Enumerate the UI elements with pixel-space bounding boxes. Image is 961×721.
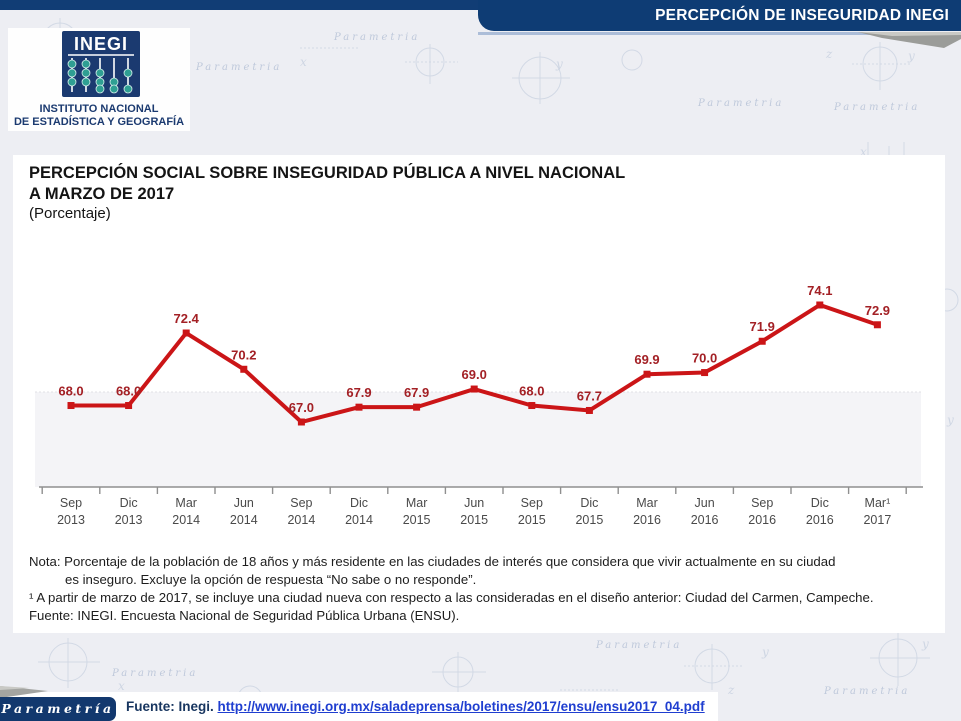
footer-source-line: Fuente: Inegi. http://www.inegi.org.mx/s… (126, 699, 705, 714)
svg-text:y: y (907, 49, 915, 63)
banner-ribbon-fold (858, 32, 961, 48)
svg-text:68.0: 68.0 (58, 384, 83, 399)
svg-text:2015: 2015 (575, 513, 603, 527)
svg-text:Dic: Dic (120, 496, 138, 510)
abacus-beads (67, 59, 133, 94)
svg-text:Sep: Sep (521, 496, 543, 510)
svg-text:72.4: 72.4 (174, 311, 200, 326)
insecurity-line-chart: 68.0 Sep 2013 68.0 Dic 2013 72.4 Mar 2014 70.2 Jun… (35, 283, 923, 527)
svg-text:z: z (727, 683, 735, 697)
svg-text:2016: 2016 (806, 513, 834, 527)
chart-title-line2: A MARZO DE 2017 (29, 184, 175, 203)
inegi-name-line1: INSTITUTO NACIONAL (40, 103, 159, 115)
svg-text:y: y (555, 57, 563, 71)
svg-text:z: z (825, 47, 833, 61)
svg-text:68.0: 68.0 (519, 384, 544, 399)
svg-text:2016: 2016 (691, 513, 719, 527)
svg-text:Sep: Sep (290, 496, 312, 510)
svg-text:Dic: Dic (350, 496, 368, 510)
chart-title-block: PERCEPCIÓN SOCIAL SOBRE INSEGURIDAD PÚBL… (29, 163, 625, 224)
svg-text:x: x (860, 145, 867, 159)
note-line-2: es inseguro. Excluye la opción de respue… (65, 571, 477, 587)
note-line-1: Nota: Porcentaje de la población de 18 a… (29, 554, 836, 569)
banner-underline (478, 32, 961, 35)
svg-text:Jun: Jun (234, 496, 254, 510)
svg-text:69.9: 69.9 (634, 352, 659, 367)
parametria-watermark: Parametria (596, 640, 683, 651)
svg-text:2016: 2016 (633, 513, 661, 527)
svg-text:2015: 2015 (518, 513, 546, 527)
inegi-logo: INEGI INSTITUTO NACIONAL DE ESTADÍSTICA … (8, 28, 190, 131)
parametria-watermark: Parametria (824, 686, 911, 697)
svg-text:Mar¹: Mar¹ (865, 496, 891, 510)
svg-text:2014: 2014 (230, 513, 258, 527)
inegi-logo-square (62, 31, 140, 97)
svg-text:2014: 2014 (345, 513, 373, 527)
source-link[interactable]: http://www.inegi.org.mx/saladeprensa/bol… (217, 699, 705, 714)
svg-text:Jun: Jun (695, 496, 715, 510)
svg-text:2015: 2015 (403, 513, 431, 527)
inegi-name-line2: DE ESTADÍSTICA Y GEOGRAFÍA (14, 115, 184, 128)
note-line-3: ¹ A partir de marzo de 2017, se incluye … (29, 589, 874, 605)
footer-strip (0, 692, 718, 721)
svg-text:70.0: 70.0 (692, 351, 717, 366)
svg-text:2014: 2014 (287, 513, 315, 527)
svg-text:67.9: 67.9 (404, 385, 429, 400)
parametria-watermark: Parametria (834, 102, 921, 113)
content-panel: PERCEPCIÓN SOCIAL SOBRE INSEGURIDAD PÚBL… (13, 155, 945, 633)
parametria-watermark: Parametria (196, 62, 283, 73)
inegi-logo-graphic: INEGI INSTITUTO NACIONAL DE ESTADÍSTICA … (14, 31, 184, 128)
svg-text:x: x (118, 679, 125, 693)
svg-text:67.0: 67.0 (289, 400, 314, 415)
svg-text:72.9: 72.9 (865, 303, 890, 318)
svg-text:Sep: Sep (60, 496, 82, 510)
svg-text:70.2: 70.2 (231, 347, 256, 362)
parametria-watermark: Parametria (334, 32, 421, 43)
svg-text:x: x (300, 55, 307, 69)
svg-text:2014: 2014 (172, 513, 200, 527)
footer-ribbon-fold (0, 686, 48, 698)
chart-area: 68.0 Sep 2013 68.0 Dic 2013 72.4 Mar 2014 70.2 Jun… (27, 255, 931, 545)
svg-text:Mar: Mar (175, 496, 197, 510)
svg-text:y: y (921, 637, 929, 651)
svg-text:y: y (761, 645, 769, 659)
footer-source-label: Fuente: Inegi. (126, 699, 214, 714)
svg-text:2016: 2016 (748, 513, 776, 527)
svg-text:74.1: 74.1 (807, 283, 832, 298)
svg-text:67.9: 67.9 (346, 385, 371, 400)
inegi-acronym: INEGI (74, 34, 128, 54)
svg-text:68.0: 68.0 (116, 384, 141, 399)
svg-text:67.7: 67.7 (577, 388, 602, 403)
header-banner-title: PERCEPCIÓN DE INSEGURIDAD INEGI (478, 0, 961, 31)
note-line-4: Fuente: INEGI. Encuesta Nacional de Segu… (29, 607, 460, 623)
svg-text:Dic: Dic (580, 496, 598, 510)
chart-subtitle: (Porcentaje) (29, 205, 111, 223)
svg-text:Dic: Dic (811, 496, 829, 510)
chart-notes: Nota: Porcentaje de la población de 18 a… (29, 553, 931, 625)
svg-text:2015: 2015 (460, 513, 488, 527)
parametria-watermark: Parametria (698, 98, 785, 109)
svg-text:69.0: 69.0 (462, 367, 487, 382)
svg-text:Mar: Mar (406, 496, 428, 510)
parametria-watermark: Parametria (112, 668, 199, 679)
svg-text:Mar: Mar (636, 496, 658, 510)
svg-text:Jun: Jun (464, 496, 484, 510)
svg-text:Sep: Sep (751, 496, 773, 510)
svg-text:2017: 2017 (863, 513, 891, 527)
chart-title-line1: PERCEPCIÓN SOCIAL SOBRE INSEGURIDAD PÚBL… (29, 164, 626, 182)
parametria-brand-box: Parametría (0, 697, 116, 721)
svg-text:2013: 2013 (115, 513, 143, 527)
svg-text:71.9: 71.9 (750, 319, 775, 334)
svg-text:y: y (946, 413, 954, 427)
svg-text:2013: 2013 (57, 513, 85, 527)
